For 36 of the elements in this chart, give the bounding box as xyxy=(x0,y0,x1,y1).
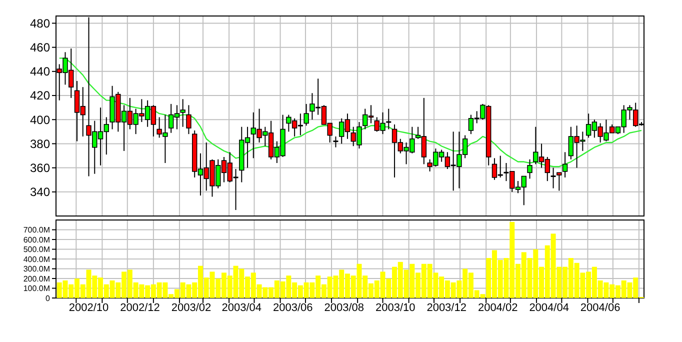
y-tick-label: 460 xyxy=(30,40,50,55)
y-tick-label: 420 xyxy=(30,88,50,103)
candlestick xyxy=(562,152,568,178)
y-tick-label: 340 xyxy=(30,185,50,200)
x-tick-label: 2004/04 xyxy=(529,302,569,314)
candlestick xyxy=(550,167,557,189)
candlestick xyxy=(180,98,186,128)
x-tick-label: 2004/02 xyxy=(478,302,518,314)
y-tick-label: 700.0M xyxy=(23,226,50,235)
y-tick-label: 440 xyxy=(30,64,50,79)
x-tick-label: 2003/02 xyxy=(171,302,212,314)
y-tick-label: 600.0M xyxy=(23,235,50,244)
candlestick xyxy=(304,103,309,126)
x-tick-label: 2003/04 xyxy=(222,302,262,314)
x-tick-label: 2003/12 xyxy=(426,302,466,314)
y-tick-label: 500.0M xyxy=(23,245,50,254)
y-tick-label: 400.0M xyxy=(23,254,50,264)
y-tick-label: 360 xyxy=(30,161,50,176)
y-tick-label: 400 xyxy=(30,112,50,127)
y-tick-label: 0 xyxy=(46,294,51,303)
x-tick-label: 2002/12 xyxy=(120,302,160,314)
candlestick xyxy=(385,108,392,130)
y-tick-label: 100.0M xyxy=(23,284,50,294)
candlestick xyxy=(556,172,562,192)
x-tick-label: 2002/10 xyxy=(68,302,109,314)
x-tick-label: 2003/06 xyxy=(272,302,313,314)
y-tick-label: 380 xyxy=(30,136,50,151)
y-tick-label: 300.0M xyxy=(23,264,50,274)
y-tick-label: 480 xyxy=(30,16,50,30)
y-tick-label: 200.0M xyxy=(23,274,50,284)
candlestick xyxy=(186,104,192,135)
x-tick-label: 2004/06 xyxy=(580,302,620,314)
x-tick-label: 2003/08 xyxy=(324,302,364,314)
candlestick xyxy=(527,158,532,180)
candlestick xyxy=(332,136,339,148)
x-tick-label: 2003/10 xyxy=(375,302,416,314)
